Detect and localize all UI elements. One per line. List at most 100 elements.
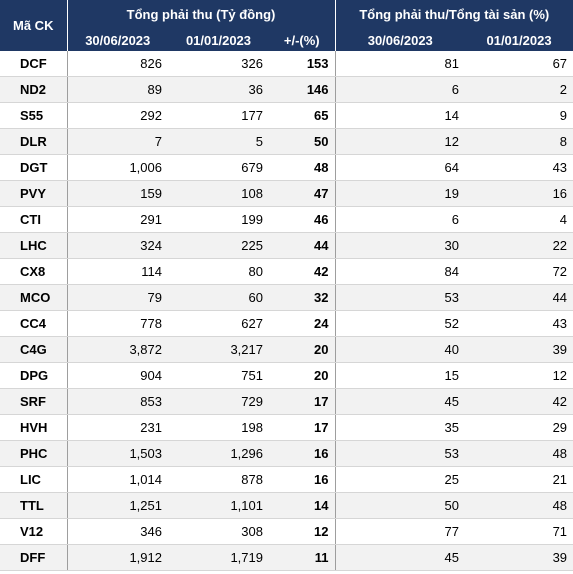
cell-receivables-date2: 199	[168, 206, 269, 233]
cell-ratio-date2: 16	[465, 180, 573, 207]
cell-ratio-date2: 43	[465, 310, 573, 337]
cell-ratio-date2: 71	[465, 518, 573, 545]
cell-ratio-date2: 39	[465, 544, 573, 571]
cell-receivables-date2: 5	[168, 128, 269, 155]
cell-receivables-date2: 80	[168, 258, 269, 285]
cell-code: DGT	[0, 154, 68, 181]
table-row: TTL 1,251 1,101 14 50 48	[0, 492, 573, 519]
cell-change-pct: 47	[269, 180, 336, 207]
cell-receivables-date2: 729	[168, 388, 269, 415]
cell-receivables-date2: 36	[168, 76, 269, 103]
cell-receivables-date2: 60	[168, 284, 269, 311]
cell-ratio-date2: 42	[465, 388, 573, 415]
cell-receivables-date2: 326	[168, 51, 269, 77]
cell-ratio-date2: 44	[465, 284, 573, 311]
cell-code: DLR	[0, 128, 68, 155]
cell-change-pct: 44	[269, 232, 336, 259]
cell-change-pct: 20	[269, 336, 336, 363]
cell-change-pct: 48	[269, 154, 336, 181]
cell-code: V12	[0, 518, 68, 545]
cell-change-pct: 11	[269, 544, 336, 571]
cell-receivables-date2: 627	[168, 310, 269, 337]
cell-receivables-date1: 291	[67, 206, 168, 233]
cell-ratio-date2: 48	[465, 440, 573, 467]
cell-ratio-date1: 50	[335, 492, 466, 519]
cell-ratio-date2: 72	[465, 258, 573, 285]
cell-receivables-date1: 1,014	[67, 466, 168, 493]
cell-ratio-date1: 45	[335, 544, 466, 571]
cell-code: PHC	[0, 440, 68, 467]
table-row: DLR 7 5 50 12 8	[0, 128, 573, 155]
table-row: PVY 159 108 47 19 16	[0, 180, 573, 207]
cell-receivables-date2: 198	[168, 414, 269, 441]
cell-ratio-date1: 6	[335, 76, 466, 103]
cell-change-pct: 46	[269, 206, 336, 233]
cell-ratio-date1: 84	[335, 258, 466, 285]
cell-receivables-date1: 114	[67, 258, 168, 285]
cell-ratio-date2: 12	[465, 362, 573, 389]
table-row: PHC 1,503 1,296 16 53 48	[0, 440, 573, 467]
cell-code: CTI	[0, 206, 68, 233]
cell-receivables-date1: 1,912	[67, 544, 168, 571]
table-row: LHC 324 225 44 30 22	[0, 232, 573, 259]
cell-code: HVH	[0, 414, 68, 441]
cell-change-pct: 14	[269, 492, 336, 519]
cell-ratio-date1: 12	[335, 128, 466, 155]
cell-change-pct: 24	[269, 310, 336, 337]
cell-ratio-date1: 19	[335, 180, 466, 207]
cell-receivables-date1: 292	[67, 102, 168, 129]
cell-receivables-date1: 1,006	[67, 154, 168, 181]
cell-ratio-date1: 53	[335, 284, 466, 311]
cell-ratio-date1: 53	[335, 440, 466, 467]
table-row: DCF 826 326 153 81 67	[0, 51, 573, 77]
cell-ratio-date1: 77	[335, 518, 466, 545]
table-row: CTI 291 199 46 6 4	[0, 206, 573, 233]
cell-ratio-date1: 45	[335, 388, 466, 415]
cell-receivables-date1: 1,251	[67, 492, 168, 519]
table-row: CC4 778 627 24 52 43	[0, 310, 573, 337]
cell-receivables-date2: 1,719	[168, 544, 269, 571]
cell-receivables-date1: 778	[67, 310, 168, 337]
cell-code: PVY	[0, 180, 68, 207]
cell-code: ND2	[0, 76, 68, 103]
cell-code: C4G	[0, 336, 68, 363]
cell-code: CC4	[0, 310, 68, 337]
cell-receivables-date2: 878	[168, 466, 269, 493]
cell-receivables-date1: 904	[67, 362, 168, 389]
group-header-receivables: Tổng phải thu (Tỷ đồng)	[67, 0, 336, 29]
cell-code: LHC	[0, 232, 68, 259]
cell-change-pct: 17	[269, 414, 336, 441]
table-body: DCF 826 326 153 81 67 ND2 89 36 146 6 2 S55 292 177 65 1…	[0, 51, 573, 571]
column-header-code: Mã CK	[0, 0, 68, 51]
cell-ratio-date1: 52	[335, 310, 466, 337]
cell-receivables-date2: 1,101	[168, 492, 269, 519]
cell-ratio-date1: 30	[335, 232, 466, 259]
cell-receivables-date1: 346	[67, 518, 168, 545]
cell-code: TTL	[0, 492, 68, 519]
cell-ratio-date1: 6	[335, 206, 466, 233]
cell-receivables-date2: 108	[168, 180, 269, 207]
cell-code: LIC	[0, 466, 68, 493]
cell-ratio-date1: 14	[335, 102, 466, 129]
table-row: DGT 1,006 679 48 64 43	[0, 154, 573, 181]
cell-receivables-date1: 79	[67, 284, 168, 311]
cell-receivables-date1: 1,503	[67, 440, 168, 467]
cell-ratio-date2: 4	[465, 206, 573, 233]
cell-change-pct: 153	[269, 51, 336, 77]
cell-receivables-date2: 751	[168, 362, 269, 389]
table-row: CX8 114 80 42 84 72	[0, 258, 573, 285]
cell-code: CX8	[0, 258, 68, 285]
table-row: MCO 79 60 32 53 44	[0, 284, 573, 311]
cell-code: DPG	[0, 362, 68, 389]
cell-receivables-date2: 3,217	[168, 336, 269, 363]
cell-receivables-date1: 3,872	[67, 336, 168, 363]
table-row: HVH 231 198 17 35 29	[0, 414, 573, 441]
column-header-date2: 01/01/2023	[168, 29, 269, 51]
cell-receivables-date1: 159	[67, 180, 168, 207]
column-header-date1: 30/06/2023	[67, 29, 168, 51]
cell-code: MCO	[0, 284, 68, 311]
cell-ratio-date1: 25	[335, 466, 466, 493]
column-header-change: +/-(%)	[269, 29, 336, 51]
column-header-ratio-date2: 01/01/2023	[465, 29, 573, 51]
